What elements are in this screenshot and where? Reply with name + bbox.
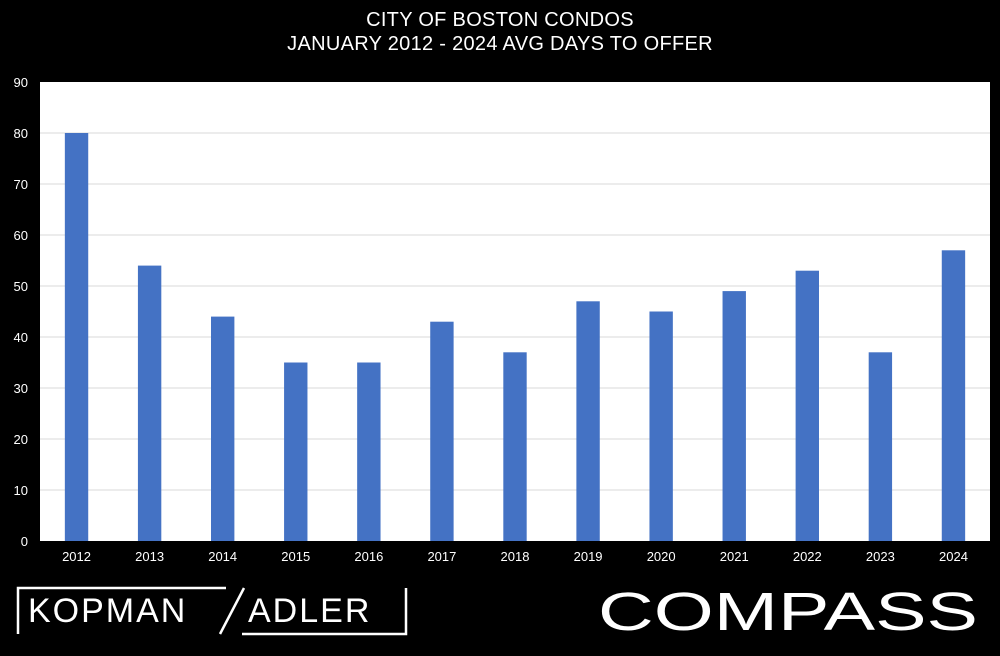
- bar-chart: 0 10 20 30 40 50 60 70 80 90 2012 2013 2014 2015 2016…: [14, 75, 990, 564]
- bar-2017: [430, 321, 454, 541]
- x-axis-ticks: 2012 2013 2014 2015 2016 2017 2018 2019 2020 2021…: [62, 549, 968, 564]
- x-tick-label: 2019: [574, 549, 603, 564]
- y-tick-label: 40: [14, 330, 28, 345]
- gridlines: [40, 132, 990, 491]
- y-tick-label: 80: [14, 126, 28, 141]
- y-axis-ticks: 0 10 20 30 40 50 60 70 80 90: [14, 75, 28, 549]
- logo-kopman-text: KOPMAN: [28, 592, 188, 630]
- x-tick-label: 2017: [427, 549, 456, 564]
- bar-2015: [284, 362, 308, 541]
- chart-title-block: CITY OF BOSTON CONDOS JANUARY 2012 - 202…: [0, 8, 1000, 56]
- bars: [64, 133, 966, 542]
- bar-2020: [649, 311, 673, 541]
- compass-logo-text: COMPASS: [598, 582, 978, 640]
- y-tick-label: 20: [14, 432, 28, 447]
- y-tick-label: 10: [14, 483, 28, 498]
- x-tick-label: 2014: [208, 549, 237, 564]
- bar-2013: [137, 265, 162, 541]
- x-tick-label: 2020: [647, 549, 676, 564]
- kopman-adler-frame: [16, 586, 408, 636]
- bar-2024: [941, 250, 966, 542]
- chart-subtitle: JANUARY 2012 - 2024 AVG DAYS TO OFFER: [287, 33, 713, 55]
- x-tick-label: 2023: [866, 549, 895, 564]
- y-tick-label: 0: [21, 534, 28, 549]
- bar-2016: [357, 362, 381, 541]
- chart-area: 0 10 20 30 40 50 60 70 80 90 2012 2013 2014 2015 2016…: [14, 75, 990, 564]
- compass-logo-graphic: COMPASS: [598, 582, 978, 642]
- x-tick-label: 2018: [501, 549, 530, 564]
- x-tick-label: 2021: [720, 549, 749, 564]
- compass-logo: COMPASS: [598, 580, 982, 642]
- x-tick-label: 2012: [62, 549, 91, 564]
- y-tick-label: 50: [14, 279, 28, 294]
- bar-2018: [503, 352, 527, 541]
- bar-2023: [868, 352, 893, 541]
- x-tick-label: 2013: [135, 549, 164, 564]
- bar-2021: [722, 291, 746, 541]
- x-tick-label: 2016: [354, 549, 383, 564]
- y-tick-label: 70: [14, 177, 28, 192]
- logo-adler-text: ADLER: [248, 592, 372, 630]
- bar-2022: [795, 270, 819, 541]
- y-tick-label: 30: [14, 381, 28, 396]
- y-tick-label: 90: [14, 75, 28, 90]
- kopman-adler-logo: KOPMAN ADLER: [16, 586, 408, 636]
- x-tick-label: 2015: [281, 549, 310, 564]
- x-tick-label: 2024: [939, 549, 968, 564]
- x-tick-label: 2022: [793, 549, 822, 564]
- bar-2012: [64, 133, 89, 541]
- y-tick-label: 60: [14, 228, 28, 243]
- bar-2019: [576, 301, 600, 541]
- chart-title: CITY OF BOSTON CONDOS: [366, 9, 634, 31]
- bar-2014: [211, 316, 235, 541]
